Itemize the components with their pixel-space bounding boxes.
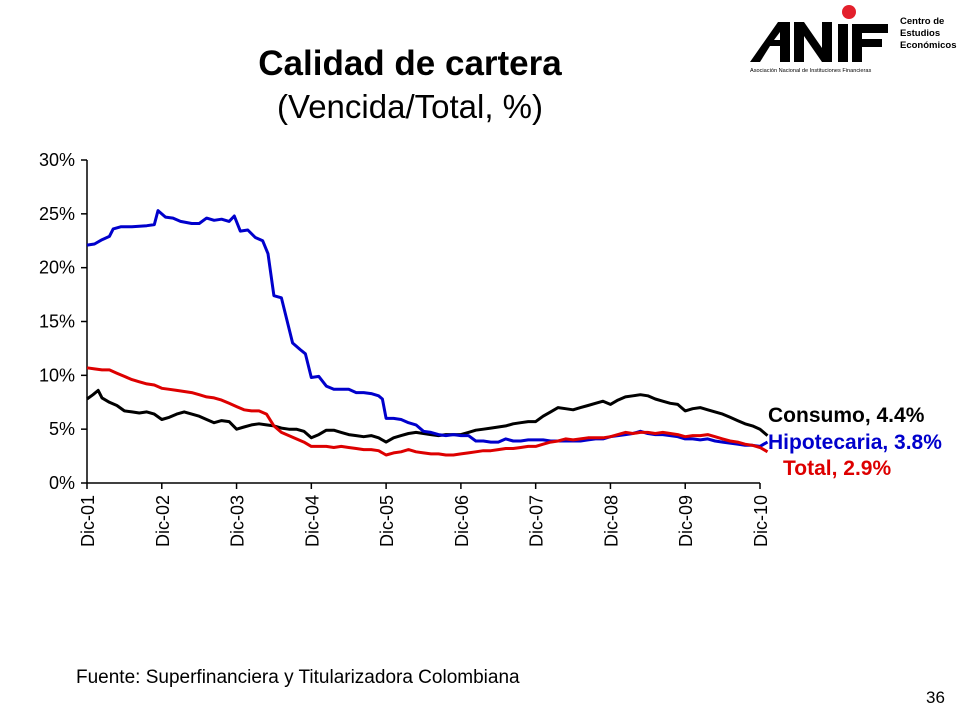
- chart-subtitle: (Vencida/Total, %): [277, 88, 543, 125]
- x-tick-label: Dic-04: [302, 495, 322, 547]
- x-tick-label: Dic-07: [527, 495, 547, 547]
- legend-total: Total, 2.9%: [783, 457, 892, 480]
- chart-axes: 0% 5% 10% 15% 20% 25% 30% Dic-01 Dic-02 Dic-03 Dic…: [39, 150, 771, 547]
- logo-letter-f-icon: [852, 24, 888, 62]
- legend-consumo: Consumo, 4.4%: [768, 404, 925, 427]
- x-tick-label: Dic-06: [452, 495, 472, 547]
- legend-hipotecaria: Hipotecaria, 3.8%: [768, 431, 942, 454]
- x-tick-label: Dic-01: [78, 495, 98, 547]
- series-line-total: [86, 366, 769, 457]
- logo-letter-n-icon: [794, 22, 832, 62]
- anif-logo: Asociación Nacional de Instituciones Fin…: [750, 5, 957, 74]
- y-tick-label: 10%: [39, 365, 75, 385]
- x-tick-label: Dic-03: [228, 495, 248, 547]
- y-tick-label: 25%: [39, 204, 75, 224]
- x-tick-label: Dic-09: [676, 495, 696, 547]
- chart-series: [86, 209, 769, 457]
- y-tick-label: 20%: [39, 258, 75, 278]
- logo-letter-i-icon: [838, 24, 848, 62]
- logo-center-line3: Económicos: [900, 40, 957, 51]
- series-line-hipotecaria: [86, 209, 769, 448]
- y-tick-label: 30%: [39, 150, 75, 170]
- logo-dot-icon: [842, 5, 856, 19]
- x-tick-label: Dic-10: [751, 495, 771, 547]
- chart-title: Calidad de cartera: [258, 44, 562, 83]
- x-tick-label: Dic-05: [377, 495, 397, 547]
- source-note: Fuente: Superfinanciera y Titularizadora…: [76, 667, 520, 688]
- y-tick-label: 0%: [49, 473, 75, 493]
- logo-center-line1: Centro de: [900, 16, 944, 27]
- series-line-consumo: [86, 388, 769, 444]
- y-tick-label: 15%: [39, 312, 75, 332]
- logo-center-line2: Estudios: [900, 28, 940, 39]
- x-tick-label: Dic-02: [153, 495, 173, 547]
- x-tick-label: Dic-08: [601, 495, 621, 547]
- y-tick-label: 5%: [49, 419, 75, 439]
- logo-caption: Asociación Nacional de Instituciones Fin…: [750, 68, 871, 74]
- page-number: 36: [926, 688, 945, 707]
